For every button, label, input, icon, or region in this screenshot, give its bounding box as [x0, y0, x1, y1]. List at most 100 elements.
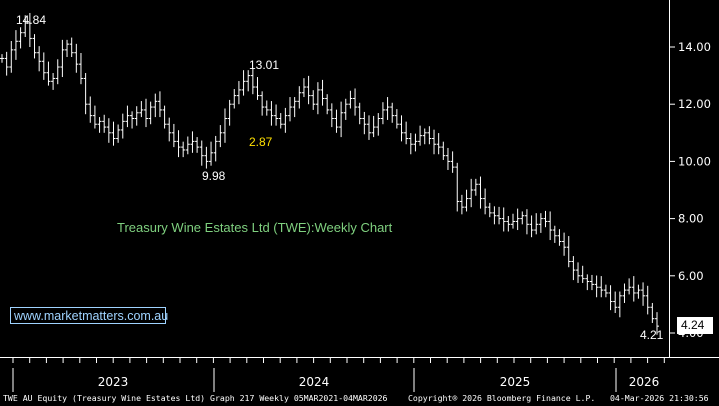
ohlc-bar	[315, 82, 320, 115]
ohlc-bar	[232, 89, 237, 109]
ohlc-bar	[185, 136, 190, 155]
ohlc-bar	[469, 178, 474, 208]
ohlc-bar	[334, 109, 339, 133]
ohlc-bar	[455, 162, 460, 212]
ohlc-bar	[404, 121, 409, 145]
ohlc-bar	[557, 229, 562, 246]
ohlc-bar	[9, 40, 14, 73]
ohlc-bar	[222, 108, 227, 143]
ohlc-bar	[157, 91, 162, 118]
ohlc-bar	[636, 284, 641, 299]
ohlc-bar	[483, 188, 488, 215]
ohlc-bar	[51, 73, 56, 90]
ohlc-bar	[97, 117, 102, 133]
ohlc-bar	[37, 46, 42, 72]
ohlc-bar	[13, 30, 18, 60]
ohlc-bar	[130, 111, 135, 129]
ohlc-bar	[501, 207, 506, 232]
ohlc-bar	[571, 256, 576, 281]
ohlc-bar	[548, 211, 553, 241]
ohlc-bar	[288, 97, 293, 122]
ohlc-bar	[213, 135, 218, 162]
annotation-peak: 13.01	[249, 58, 279, 72]
ohlc-bar	[376, 113, 381, 136]
ohlc-bar	[27, 12, 32, 47]
ohlc-bar	[562, 232, 567, 256]
ohlc-bar	[576, 262, 581, 283]
ohlc-bar	[125, 105, 130, 128]
x-tick-label: 2026	[629, 375, 660, 389]
ohlc-bar	[292, 97, 297, 118]
ohlc-bar	[274, 104, 279, 126]
ohlc-bar	[543, 210, 548, 228]
ohlc-bar	[195, 137, 200, 153]
ohlc-bar	[645, 285, 650, 315]
ohlc-bar	[241, 70, 246, 96]
ohlc-bar	[524, 209, 529, 235]
ohlc-bar	[171, 123, 176, 148]
ohlc-bar	[190, 131, 195, 153]
ohlc-bar	[603, 284, 608, 298]
ohlc-bar	[102, 114, 107, 133]
annotation-high: 14.84	[16, 13, 46, 27]
ohlc-bar	[69, 37, 74, 58]
ohlc-bar	[325, 94, 330, 115]
ohlc-bar	[399, 115, 404, 142]
ohlc-bar	[32, 34, 37, 59]
footer-left: TWE AU Equity (Treasury Wine Estates Ltd…	[3, 393, 388, 403]
x-axis-ticks: 2023 2024 2025 2026	[12, 357, 665, 392]
ohlc-bar	[111, 121, 116, 146]
ohlc-bar	[464, 189, 469, 212]
annotation-rise: 2.87	[249, 135, 273, 149]
chart-caption: Treasury Wine Estates Ltd (TWE):Weekly C…	[117, 220, 393, 235]
ohlc-bar	[65, 39, 70, 58]
ohlc-bar	[487, 202, 492, 218]
ohlc-bar	[18, 27, 23, 49]
ohlc-bar	[320, 79, 325, 106]
ohlc-bar	[92, 105, 97, 129]
ohlc-bar	[459, 194, 464, 215]
ohlc-bar	[394, 109, 399, 129]
ohlc-bar	[83, 73, 88, 115]
ohlc-bar	[167, 117, 172, 142]
ohlc-bar	[4, 51, 9, 76]
y-tick-label: 8.00	[678, 212, 704, 226]
footer-center: Copyright® 2026 Bloomberg Finance L.P.	[408, 393, 596, 403]
ohlc-bar	[209, 141, 214, 166]
ohlc-bar	[116, 124, 121, 143]
ohlc-bar	[153, 93, 158, 118]
last-price-badge: 4.24	[677, 317, 713, 334]
ohlc-bar	[422, 128, 427, 145]
ohlc-bar	[445, 147, 450, 170]
ohlc-bar	[283, 107, 288, 133]
y-tick-label: 10.00	[678, 154, 711, 168]
ohlc-bar	[199, 140, 204, 166]
ohlc-bar	[538, 213, 543, 233]
ohlc-bar	[617, 291, 622, 318]
ohlc-bar	[371, 115, 376, 138]
ohlc-bar	[594, 275, 599, 298]
ohlc-bar	[627, 278, 632, 295]
ohlc-bar	[566, 236, 571, 268]
ohlc-bar	[473, 178, 478, 196]
ohlc-bar	[641, 282, 646, 306]
ohlc-bar	[204, 146, 209, 169]
ohlc-bar	[631, 276, 636, 302]
ohlc-bar	[348, 90, 353, 109]
ohlc-bar	[478, 176, 483, 209]
ohlc-bar	[227, 99, 232, 126]
ohlc-bar	[390, 102, 395, 123]
annotation-low: 4.21	[640, 328, 664, 342]
ohlc-bar	[515, 208, 520, 231]
ohlc-bar	[269, 101, 274, 126]
ohlc-bar	[529, 215, 534, 238]
ohlc-bar	[441, 141, 446, 160]
ohlc-bar	[385, 97, 390, 120]
ohlc-bar	[655, 312, 659, 335]
ohlc-bar	[176, 130, 181, 158]
footer: TWE AU Equity (Treasury Wine Estates Ltd…	[0, 392, 719, 406]
ohlc-bar	[134, 106, 139, 126]
ohlc-bar	[106, 118, 111, 143]
y-tick-label: 14.00	[678, 40, 711, 54]
ohlc-bar	[218, 125, 223, 148]
